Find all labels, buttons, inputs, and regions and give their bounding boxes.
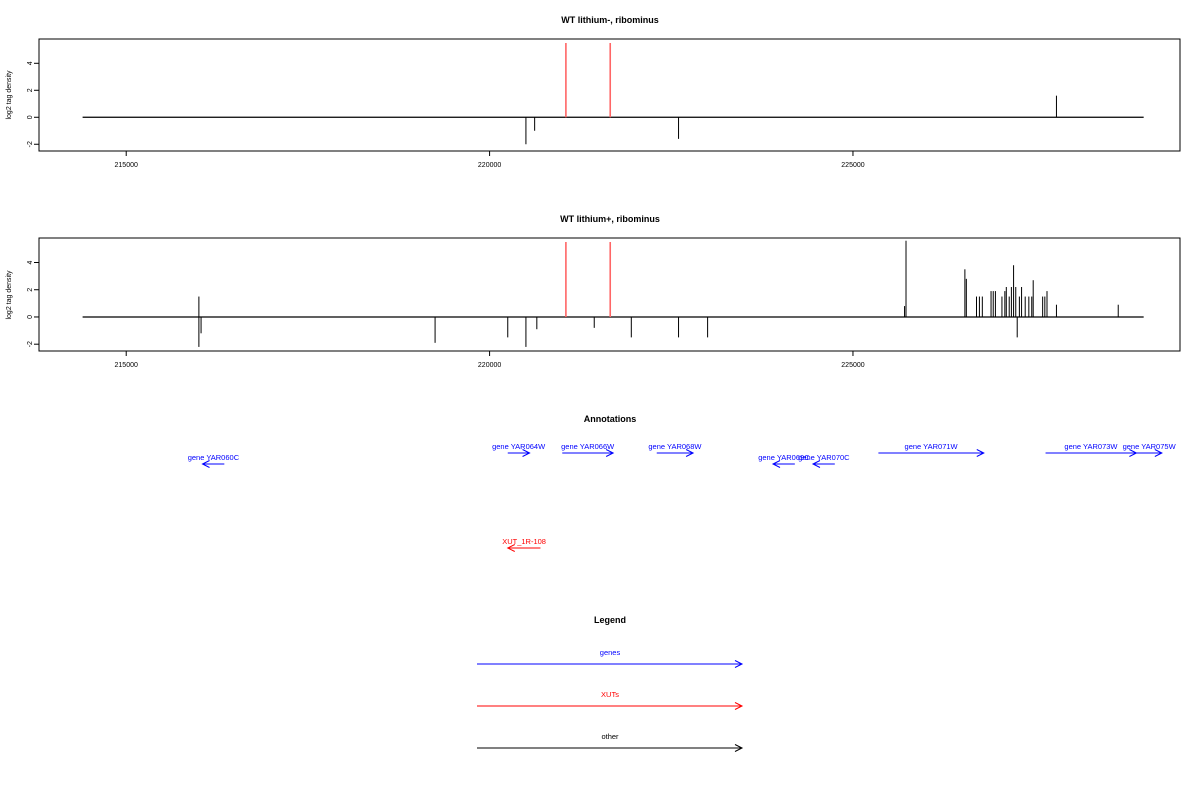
panel-lithium-plus: WT lithium+, ribominus log2 tag density … xyxy=(6,214,1181,369)
feature-label: gene YAR069C xyxy=(758,453,810,462)
feature-label: gene YAR068W xyxy=(648,442,702,451)
panel-lithium-minus: WT lithium-, ribominus log2 tag density … xyxy=(6,15,1181,169)
feature-label: gene YAR075W xyxy=(1123,442,1177,451)
panel-2-ytick-label: 2 xyxy=(27,288,34,292)
feature-arrow-head xyxy=(605,449,615,457)
legend-arrow-head-other xyxy=(734,744,744,752)
legend-arrow-head-gene xyxy=(734,660,744,668)
panel-2-ytick-label: 4 xyxy=(27,260,34,264)
panel-1-ylabel: log2 tag density xyxy=(6,70,13,120)
feature-arrow-head xyxy=(685,449,695,457)
feature-label: gene YAR064W xyxy=(492,442,546,451)
panel-2-title: WT lithium+, ribominus xyxy=(560,214,660,224)
panel-1-marks: 215000 220000 225000 -2 0 2 4 xyxy=(27,43,1144,169)
feature-arrow-head xyxy=(201,460,210,468)
panel-2-frame xyxy=(38,237,1181,352)
panel-2-xtick-label: 225000 xyxy=(841,362,864,369)
feature-label: gene YAR071W xyxy=(905,442,959,451)
feature-arrow-head xyxy=(771,460,781,468)
legend-items: genes XUTs other xyxy=(477,648,744,752)
panel-1-ytick-label: -2 xyxy=(27,141,34,147)
legend-label-other: other xyxy=(601,732,619,741)
feature-arrow-head xyxy=(506,544,515,552)
panel-2-marks: 215000 220000 225000 -2 0 2 4 xyxy=(27,240,1144,369)
panel-2-ytick-label: 0 xyxy=(27,315,34,319)
legend-label-gene: genes xyxy=(600,648,621,657)
feature-label: gene YAR070C xyxy=(798,453,850,462)
panel-1-xtick-label: 225000 xyxy=(841,162,864,169)
feature-label: gene YAR066W xyxy=(561,442,615,451)
feature-arrow-head xyxy=(1154,449,1163,457)
legend-arrow-head-xut xyxy=(734,702,744,710)
annotations-title: Annotations xyxy=(584,414,637,424)
feature-label: XUT_1R-108 xyxy=(502,537,546,546)
panel-2-xtick-label: 220000 xyxy=(478,362,501,369)
legend-label-xut: XUTs xyxy=(601,690,619,699)
panel-2-xtick-label: 215000 xyxy=(115,362,138,369)
legend-title: Legend xyxy=(594,615,626,625)
panel-1-ytick-label: 0 xyxy=(27,115,34,119)
panel-2-ylabel: log2 tag density xyxy=(6,270,13,320)
feature-label: gene YAR073W xyxy=(1064,442,1118,451)
annotation-features: gene YAR060C gene YAR064W gene YAR066W gene… xyxy=(188,442,1177,552)
panel-2-ytick-label: -2 xyxy=(27,341,34,347)
panel-1-ytick-label: 4 xyxy=(27,61,34,65)
feature-label: gene YAR060C xyxy=(188,453,240,462)
legend-panel: Legend genes XUTs other xyxy=(477,615,744,752)
panel-1-xtick-label: 215000 xyxy=(115,162,138,169)
panel-1-xtick-label: 220000 xyxy=(478,162,501,169)
panel-1-title: WT lithium-, ribominus xyxy=(561,15,659,25)
feature-arrow-head xyxy=(976,449,985,457)
panel-1-ytick-label: 2 xyxy=(27,88,34,92)
panel-1-frame xyxy=(38,38,1181,152)
feature-arrow-head xyxy=(522,449,531,457)
feature-arrow-head xyxy=(811,460,821,468)
